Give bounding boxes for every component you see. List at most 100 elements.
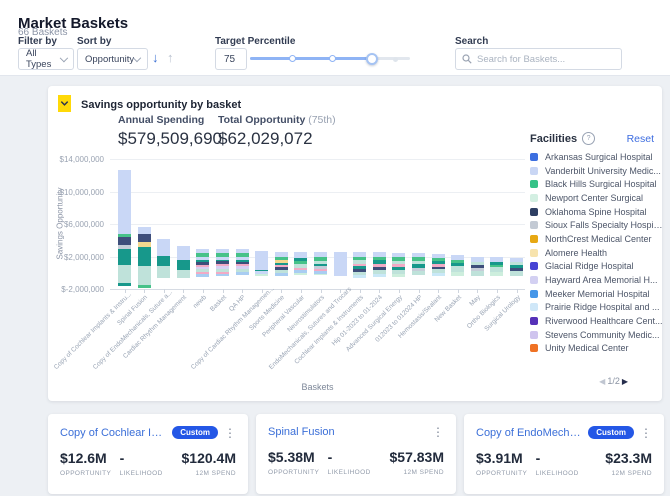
basket-cards-row: Copy of Cochlear Impl... Custom ⋮ $12.6M…: [48, 414, 664, 494]
slider-mark: [289, 55, 296, 62]
search-input[interactable]: [455, 48, 622, 70]
custom-badge: Custom: [588, 426, 634, 439]
target-percentile-input[interactable]: [215, 48, 247, 70]
opportunity-label: OPPORTUNITY: [268, 469, 328, 476]
basket-card: Copy of Cochlear Impl... Custom ⋮ $12.6M…: [48, 414, 248, 494]
basket-card-title[interactable]: Copy of EndoMechanic...: [476, 427, 582, 439]
next-page-icon[interactable]: ▶: [622, 377, 628, 386]
chart-bar[interactable]: [373, 252, 386, 276]
basket-card: Spinal Fusion ⋮ $5.38M OPPORTUNITY - LIK…: [256, 414, 456, 494]
sort-by-select[interactable]: Opportunity: [77, 48, 148, 70]
gridline: [110, 289, 525, 290]
chart-bar[interactable]: [138, 227, 151, 288]
likelihood-label: LIKELIHOOD: [536, 470, 593, 477]
chart-bar[interactable]: [451, 255, 464, 276]
opportunity-value: $12.6M: [60, 450, 120, 466]
spend-label: 12M SPEND: [384, 469, 444, 476]
page-content: Savings opportunity by basket Annual Spe…: [0, 75, 670, 496]
sort-ascending-icon[interactable]: ↑: [167, 50, 174, 65]
slider-mark: [329, 55, 336, 62]
x-axis-tick: [419, 289, 420, 293]
custom-badge: Custom: [172, 426, 218, 439]
slider-mark: [393, 57, 398, 62]
chart-bar[interactable]: [432, 254, 445, 276]
x-axis-tick: [242, 289, 243, 293]
x-axis-tick: [203, 289, 204, 293]
y-axis-tick-label: $6,000,000: [48, 220, 104, 229]
chart-bar[interactable]: [255, 251, 268, 276]
chart-bar[interactable]: [412, 253, 425, 275]
likelihood-value: -: [120, 450, 177, 466]
slider-handle[interactable]: [366, 53, 378, 65]
basket-card-title[interactable]: Spinal Fusion: [268, 426, 335, 438]
chart-bar[interactable]: [275, 252, 288, 276]
x-axis-tick: [223, 289, 224, 293]
chart-plot-region: Savings Opportunity Baskets $14,000,000$…: [48, 86, 662, 401]
chart-bar[interactable]: [392, 253, 405, 277]
chart-bar[interactable]: [294, 252, 307, 275]
x-axis-title: Baskets: [110, 382, 525, 392]
chart-bar[interactable]: [471, 257, 484, 277]
chart-bar[interactable]: [236, 249, 249, 275]
y-axis-tick-label: $2,000,000: [48, 253, 104, 262]
sort-by-value: Opportunity: [85, 54, 134, 65]
chart-bar[interactable]: [196, 249, 209, 277]
spend-label: 12M SPEND: [176, 470, 236, 477]
chart-bar[interactable]: [510, 258, 523, 276]
gridline: [110, 224, 525, 225]
filter-by-label: Filter by: [18, 36, 57, 47]
likelihood-value: -: [328, 449, 385, 465]
search-box: [455, 48, 622, 70]
x-axis-tick: [477, 289, 478, 293]
target-percentile-slider[interactable]: [250, 48, 410, 70]
chart-bar[interactable]: [490, 257, 503, 276]
x-axis-tick: [183, 289, 184, 293]
chart-bar[interactable]: [216, 249, 229, 276]
slider-fill: [250, 57, 372, 60]
y-axis-tick-label: $14,000,000: [48, 155, 104, 164]
chart-bar[interactable]: [177, 246, 190, 278]
x-axis-tick: [399, 289, 400, 293]
previous-page-icon[interactable]: ◀: [599, 377, 605, 386]
search-icon: [462, 54, 472, 64]
basket-card: Copy of EndoMechanic... Custom ⋮ $3.91M …: [464, 414, 664, 494]
y-axis-tick-label: $10,000,000: [48, 188, 104, 197]
basket-card-metrics: $5.38M OPPORTUNITY - LIKELIHOOD $57.83M …: [268, 449, 444, 476]
chart-bar[interactable]: [157, 239, 170, 277]
search-label: Search: [455, 36, 488, 47]
filter-type-value: All Types: [26, 48, 61, 70]
x-axis-tick: [360, 289, 361, 293]
basket-card-title[interactable]: Copy of Cochlear Impl...: [60, 427, 166, 439]
x-axis-tick: [379, 289, 380, 293]
legend-pagination: ◀ 1/2 ▶: [599, 376, 628, 386]
chart-bar[interactable]: [334, 252, 347, 276]
x-axis-tick: [281, 289, 282, 293]
opportunity-value: $5.38M: [268, 449, 328, 465]
x-axis-tick: [458, 289, 459, 293]
chart-bar[interactable]: [353, 252, 366, 277]
basket-card-metrics: $12.6M OPPORTUNITY - LIKELIHOOD $120.4M …: [60, 450, 236, 477]
kebab-menu-icon[interactable]: ⋮: [432, 426, 444, 438]
spend-value: $23.3M: [592, 450, 652, 466]
market-baskets-page: Market Baskets 66 Baskets Filter by All …: [0, 0, 670, 496]
likelihood-label: LIKELIHOOD: [328, 469, 385, 476]
y-axis-tick-label: $-2,000,000: [48, 285, 104, 294]
basket-card-metrics: $3.91M OPPORTUNITY - LIKELIHOOD $23.3M 1…: [476, 450, 652, 477]
opportunity-label: OPPORTUNITY: [476, 470, 536, 477]
savings-chart-card: Savings opportunity by basket Annual Spe…: [48, 86, 662, 401]
x-axis-tick: [144, 289, 145, 293]
spend-value: $57.83M: [384, 449, 444, 465]
likelihood-label: LIKELIHOOD: [120, 470, 177, 477]
chart-bar[interactable]: [118, 170, 131, 286]
opportunity-value: $3.91M: [476, 450, 536, 466]
kebab-menu-icon[interactable]: ⋮: [224, 427, 236, 439]
gridline: [110, 159, 525, 160]
kebab-menu-icon[interactable]: ⋮: [640, 427, 652, 439]
x-axis-tick: [321, 289, 322, 293]
x-axis-tick: [517, 289, 518, 293]
filter-type-select[interactable]: All Types: [18, 48, 74, 70]
sort-descending-icon[interactable]: ↓: [152, 50, 159, 65]
x-axis-tick: [301, 289, 302, 293]
chart-bar[interactable]: [314, 252, 327, 275]
target-percentile-label: Target Percentile: [215, 36, 295, 47]
